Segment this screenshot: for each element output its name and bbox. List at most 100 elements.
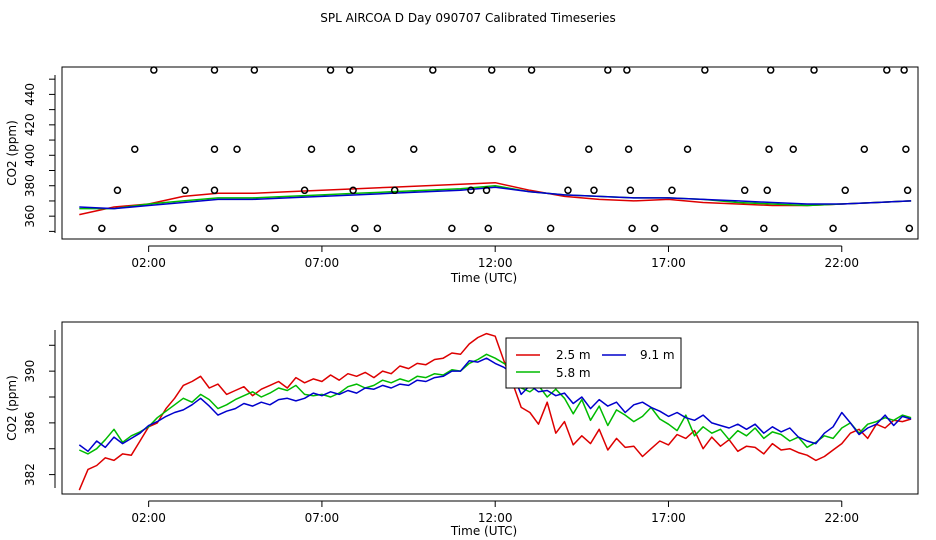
bottom-plot-frame (61, 321, 919, 495)
top-panel: 02:00 07:00 12:00 17:00 22:00 360 380 400 420 44… (5, 66, 919, 285)
top-series-group (79, 181, 912, 216)
calibration-point (250, 66, 259, 74)
calibration-point (448, 224, 456, 233)
bottom-panel: 02:00 07:00 12:00 17:00 22:00 382 386 390 Time… (5, 321, 919, 538)
calibration-point (210, 66, 219, 74)
calibration-point (233, 145, 241, 153)
calibration-point (585, 145, 593, 153)
bottom-series-line-2-5-m (78, 332, 912, 491)
calibration-point (181, 186, 189, 195)
calibration-point (351, 224, 359, 233)
top-y-axis-title: CO2 (ppm) (5, 120, 19, 186)
calibration-point (829, 224, 837, 233)
legend-label-5-8m: 5.8 m (556, 366, 591, 380)
calibration-point (429, 66, 437, 74)
top-calibration-points (98, 66, 914, 233)
calibration-point (883, 66, 891, 74)
calibration-point (903, 186, 912, 195)
calibration-point (766, 66, 775, 74)
calibration-point (626, 186, 635, 195)
top-y-tick-label: 440 (23, 83, 37, 106)
calibration-point (98, 224, 106, 233)
top-x-tick-label: 17:00 (651, 256, 686, 270)
top-series-line-2-5-m (79, 181, 912, 216)
calibration-point (720, 224, 728, 233)
calibration-point (508, 145, 517, 153)
calibration-point (169, 224, 177, 233)
calibration-point (205, 224, 214, 233)
bottom-y-tick-label: 390 (23, 360, 37, 383)
calibration-point (604, 66, 612, 74)
top-series-line-9-1-m (79, 186, 912, 210)
calibration-point (789, 145, 797, 153)
bottom-x-tick-label: 22:00 (824, 511, 859, 525)
bottom-x-tick-label: 17:00 (651, 511, 686, 525)
top-x-tick-label: 12:00 (478, 256, 513, 270)
bottom-series-line-9-1-m (78, 357, 912, 453)
legend-label-9-1m: 9.1 m (640, 348, 675, 362)
bottom-y-axis: 382 386 390 (23, 330, 56, 488)
bottom-series-line-5-8-m (78, 353, 912, 455)
top-x-tick-label: 22:00 (824, 256, 859, 270)
calibration-point (467, 186, 475, 195)
calibration-point (373, 224, 382, 233)
top-y-tick-label: 380 (23, 174, 37, 197)
calibration-point (482, 186, 491, 195)
bottom-y-tick-label: 382 (23, 463, 37, 486)
chart-title: SPL AIRCOA D Day 090707 Calibrated Times… (320, 11, 615, 25)
bottom-x-axis-title: Time (UTC) (450, 524, 517, 538)
bottom-x-axis: 02:00 07:00 12:00 17:00 22:00 (131, 500, 859, 525)
calibration-point (650, 224, 659, 233)
legend: 2.5 m 9.1 m 5.8 m (505, 337, 682, 389)
calibration-point (345, 66, 354, 74)
calibration-point (410, 145, 418, 153)
calibration-point (860, 145, 869, 153)
calibration-point (624, 145, 633, 153)
calibration-point (900, 66, 908, 74)
calibration-point (131, 145, 139, 153)
top-x-axis: 02:00 07:00 12:00 17:00 22:00 (131, 245, 859, 270)
bottom-series-group (78, 332, 912, 491)
bottom-y-axis-title: CO2 (ppm) (5, 375, 19, 441)
top-series-line-5-8-m (79, 184, 912, 210)
calibration-point (902, 145, 910, 153)
calibration-point (905, 224, 914, 233)
legend-label-2-5m: 2.5 m (556, 348, 591, 362)
calibration-point (683, 145, 692, 153)
top-y-tick-label: 360 (23, 205, 37, 228)
top-x-axis-title: Time (UTC) (450, 271, 517, 285)
bottom-x-tick-label: 12:00 (478, 511, 513, 525)
calibration-point (590, 186, 598, 195)
calibration-point (527, 66, 536, 74)
calibration-point (701, 66, 709, 74)
calibration-point (740, 186, 749, 195)
calibration-point (628, 224, 636, 233)
calibration-point (760, 224, 768, 233)
calibration-point (271, 224, 279, 233)
calibration-point (347, 145, 356, 153)
calibration-point (210, 186, 219, 195)
calibration-point (390, 186, 399, 195)
top-x-tick-label: 07:00 (305, 256, 340, 270)
bottom-x-tick-label: 07:00 (305, 511, 340, 525)
calibration-point (113, 186, 122, 195)
top-y-axis: 360 380 400 420 440 (23, 75, 56, 233)
calibration-point (668, 186, 676, 195)
top-plot-frame (61, 66, 919, 240)
calibration-point (210, 145, 219, 153)
calibration-point (841, 186, 849, 195)
calibration-point (326, 66, 335, 74)
bottom-x-tick-label: 02:00 (131, 511, 166, 525)
calibration-point (150, 66, 158, 74)
calibration-point (623, 66, 631, 74)
calibration-point (810, 66, 818, 74)
calibration-point (487, 145, 496, 153)
top-y-tick-label: 400 (23, 144, 37, 167)
calibration-point (765, 145, 773, 153)
calibration-point (484, 224, 493, 233)
calibration-point (564, 186, 572, 195)
calibration-point (349, 186, 357, 195)
calibration-point (487, 66, 496, 74)
top-y-tick-label: 420 (23, 113, 37, 136)
